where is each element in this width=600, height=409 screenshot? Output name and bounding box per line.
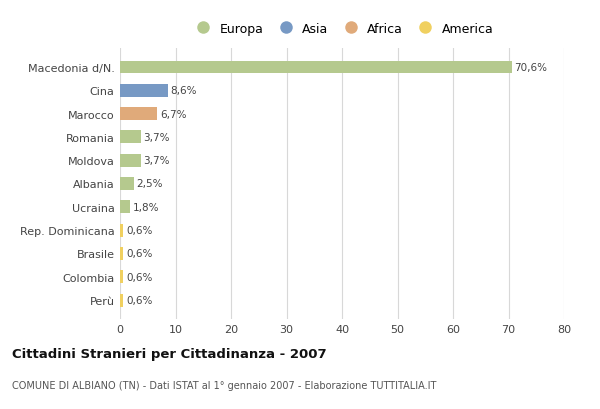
Text: 1,8%: 1,8%	[133, 202, 159, 212]
Text: Cittadini Stranieri per Cittadinanza - 2007: Cittadini Stranieri per Cittadinanza - 2…	[12, 348, 326, 361]
Text: 3,7%: 3,7%	[143, 156, 170, 166]
Bar	[120, 108, 157, 121]
Text: COMUNE DI ALBIANO (TN) - Dati ISTAT al 1° gennaio 2007 - Elaborazione TUTTITALIA: COMUNE DI ALBIANO (TN) - Dati ISTAT al 1…	[12, 380, 436, 390]
Text: 3,7%: 3,7%	[143, 133, 170, 142]
Bar	[120, 154, 140, 167]
Text: 0,6%: 0,6%	[126, 226, 152, 236]
Bar	[120, 247, 124, 260]
Bar	[120, 131, 140, 144]
Text: 0,6%: 0,6%	[126, 249, 152, 259]
Bar	[120, 201, 130, 214]
Text: 6,7%: 6,7%	[160, 109, 187, 119]
Bar	[120, 294, 124, 307]
Text: 0,6%: 0,6%	[126, 272, 152, 282]
Legend: Europa, Asia, Africa, America: Europa, Asia, Africa, America	[185, 18, 499, 40]
Text: 8,6%: 8,6%	[170, 86, 197, 96]
Text: 2,5%: 2,5%	[137, 179, 163, 189]
Bar	[120, 61, 512, 74]
Bar	[120, 85, 168, 97]
Text: 70,6%: 70,6%	[515, 63, 548, 73]
Text: 0,6%: 0,6%	[126, 295, 152, 306]
Bar	[120, 224, 124, 237]
Bar	[120, 178, 134, 191]
Bar	[120, 271, 124, 283]
